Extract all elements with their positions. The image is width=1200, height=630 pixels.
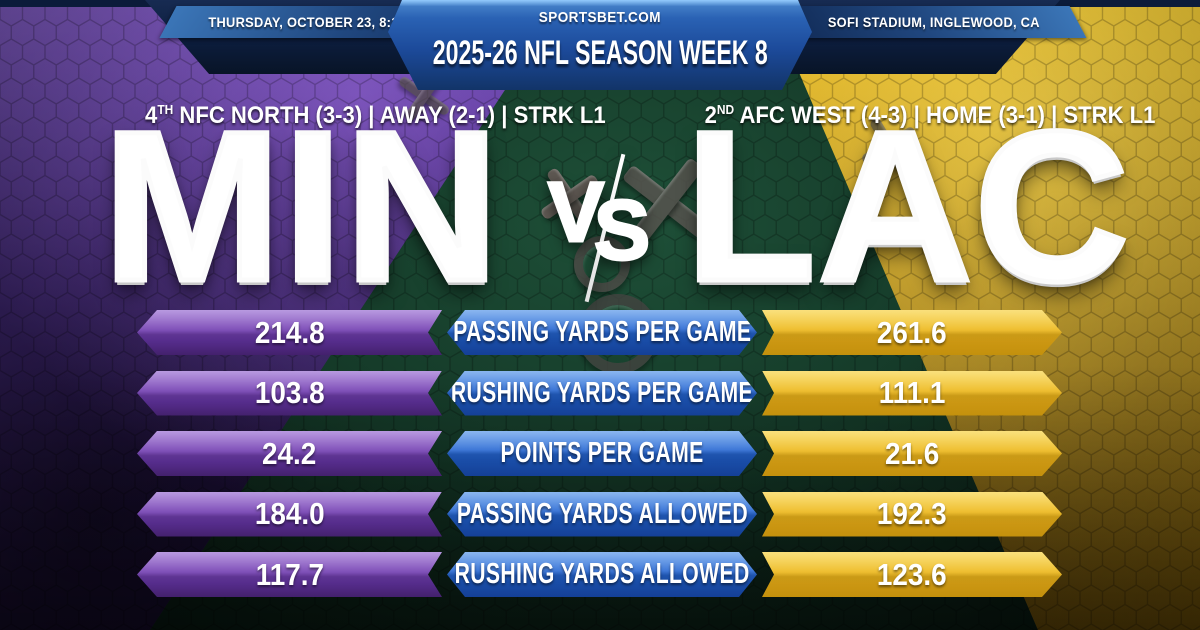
home-stat-value-cell: 123.6 xyxy=(762,552,1062,597)
home-stat-value-cell: 111.1 xyxy=(762,371,1062,416)
home-rank-suffix: ND xyxy=(716,102,735,117)
venue-banner: SOFI STADIUM, INGLEWOOD, CA xyxy=(781,6,1087,38)
table-row: 103.8 RUSHING YARDS PER GAME 111.1 xyxy=(137,371,1062,416)
away-team-info: 4TH NFC NORTH (3-3) | AWAY (2-1) | STRK … xyxy=(55,98,695,134)
brand-text: SPORTSBET.COM xyxy=(538,9,662,26)
away-stat-value-cell: 117.7 xyxy=(137,552,442,597)
table-row: 117.7 RUSHING YARDS ALLOWED 123.6 xyxy=(137,552,1062,597)
home-team-abbr: LAC xyxy=(683,87,1132,326)
home-stat-value-cell: 192.3 xyxy=(762,492,1062,537)
stat-label-cell: POINTS PER GAME xyxy=(447,431,757,476)
vs-badge: V S xyxy=(546,153,666,313)
home-team-info: 2ND AFC WEST (4-3) | HOME (3-1) | STRK L… xyxy=(610,98,1200,134)
stat-label-cell: RUSHING YARDS PER GAME xyxy=(447,371,757,416)
vs-letter-s: S xyxy=(592,183,651,277)
vs-letter-v: V xyxy=(546,165,605,259)
stats-table: 214.8 PASSING YARDS PER GAME 261.6 103.8… xyxy=(137,310,1062,597)
away-stat-value-cell: 184.0 xyxy=(137,492,442,537)
header: THURSDAY, OCTOBER 23, 8:15 PM EDT SOFI S… xyxy=(0,0,1200,96)
away-stat-value-cell: 103.8 xyxy=(137,371,442,416)
venue-text: SOFI STADIUM, INGLEWOOD, CA xyxy=(828,14,1040,30)
table-row: 214.8 PASSING YARDS PER GAME 261.6 xyxy=(137,310,1062,355)
event-title: 2025-26 NFL SEASON WEEK 8 xyxy=(432,34,768,72)
away-stat-value-cell: 214.8 xyxy=(137,310,442,355)
home-stat-value-cell: 261.6 xyxy=(762,310,1062,355)
away-rank-suffix: TH xyxy=(157,102,173,117)
stat-label-cell: RUSHING YARDS ALLOWED xyxy=(447,552,757,597)
table-row: 24.2 POINTS PER GAME 21.6 xyxy=(137,431,1062,476)
away-stat-value-cell: 24.2 xyxy=(137,431,442,476)
stat-label-cell: PASSING YARDS PER GAME xyxy=(447,310,757,355)
away-team-info-text: 4TH NFC NORTH (3-3) | AWAY (2-1) | STRK … xyxy=(144,102,606,129)
title-banner: SPORTSBET.COM 2025-26 NFL SEASON WEEK 8 xyxy=(388,0,812,90)
away-team-abbr: MIN xyxy=(100,87,502,326)
home-stat-value-cell: 21.6 xyxy=(762,431,1062,476)
stat-label-cell: PASSING YARDS ALLOWED xyxy=(447,492,757,537)
home-team-info-text: 2ND AFC WEST (4-3) | HOME (3-1) | STRK L… xyxy=(704,102,1156,129)
table-row: 184.0 PASSING YARDS ALLOWED 192.3 xyxy=(137,492,1062,537)
